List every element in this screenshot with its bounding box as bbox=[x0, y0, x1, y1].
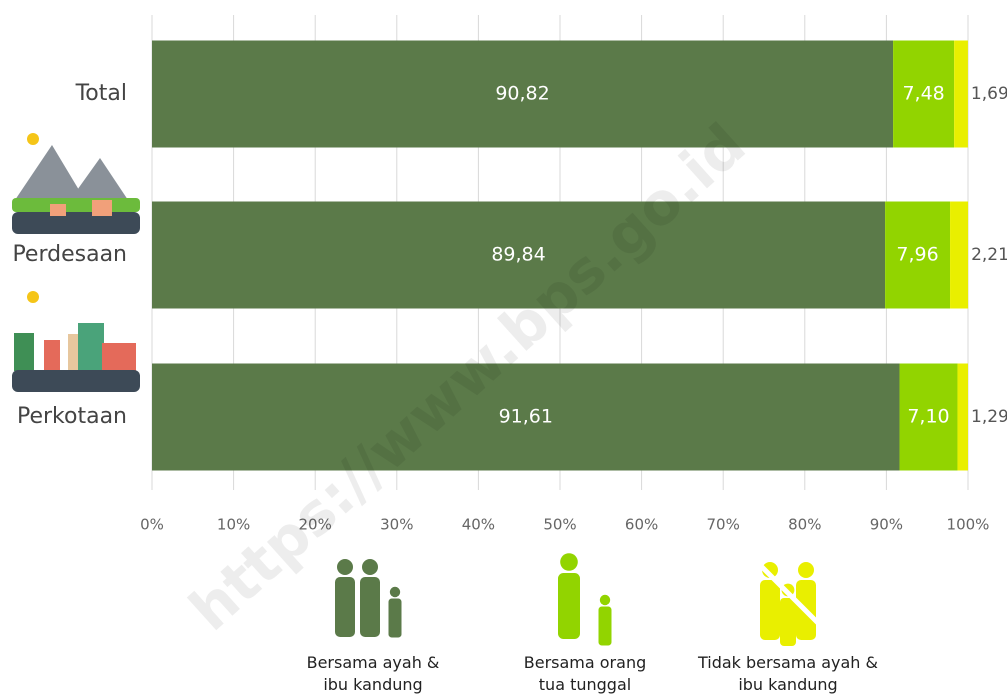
legend-icon bbox=[335, 559, 402, 638]
x-tick-label: 70% bbox=[707, 516, 740, 534]
data-label: 91,61 bbox=[499, 406, 553, 428]
data-label: 89,84 bbox=[491, 244, 545, 266]
data-label: 90,82 bbox=[495, 83, 549, 105]
legend-label: Bersama orang tua tunggal bbox=[510, 652, 660, 696]
village-icon bbox=[12, 133, 140, 234]
x-tick-label: 90% bbox=[870, 516, 903, 534]
data-label: 7,48 bbox=[902, 83, 944, 105]
legend-label: Tidak bersama ayah & ibu kandung bbox=[693, 652, 883, 696]
legend-icon-part bbox=[335, 577, 355, 637]
legend-icon-part bbox=[600, 595, 610, 605]
data-label: 7,10 bbox=[907, 406, 949, 428]
legend-icon-part bbox=[389, 599, 402, 638]
legend-icon-part bbox=[337, 559, 353, 575]
legend-icon-part bbox=[390, 587, 400, 597]
legend-icon-part bbox=[780, 598, 796, 646]
x-tick-label: 30% bbox=[380, 516, 413, 534]
bar-segment bbox=[950, 202, 968, 309]
data-label: 2,21 bbox=[971, 245, 1007, 265]
legend-icon bbox=[743, 548, 843, 648]
chart: 0%10%20%30%40%50%60%70%80%90%100%Total90… bbox=[0, 0, 1007, 697]
data-label: 1,69 bbox=[971, 84, 1007, 104]
x-tick-label: 50% bbox=[543, 516, 576, 534]
category-label: Perkotaan bbox=[17, 404, 127, 429]
legend-icon-part bbox=[360, 577, 380, 637]
bar-segment bbox=[957, 364, 968, 471]
x-tick-label: 100% bbox=[947, 516, 990, 534]
page: 0%10%20%30%40%50%60%70%80%90%100%Total90… bbox=[0, 0, 1007, 697]
bar-segment bbox=[954, 41, 968, 148]
city-icon bbox=[12, 291, 140, 392]
legend-icon-part bbox=[599, 607, 612, 646]
legend-icon-part bbox=[560, 553, 578, 571]
legend-icon-part bbox=[558, 573, 580, 639]
x-tick-label: 80% bbox=[788, 516, 821, 534]
legend-icon bbox=[558, 553, 612, 645]
category-label: Perdesaan bbox=[12, 242, 127, 267]
legend-icon-part bbox=[798, 562, 814, 578]
data-label: 7,96 bbox=[896, 244, 938, 266]
legend-icon-part bbox=[362, 559, 378, 575]
x-tick-label: 60% bbox=[625, 516, 658, 534]
category-label: Total bbox=[75, 81, 127, 106]
x-tick-label: 0% bbox=[140, 516, 164, 534]
data-label: 1,29 bbox=[971, 407, 1007, 427]
legend-label: Bersama ayah & ibu kandung bbox=[298, 652, 448, 696]
x-tick-label: 40% bbox=[462, 516, 495, 534]
legend-icon-part bbox=[760, 580, 780, 640]
